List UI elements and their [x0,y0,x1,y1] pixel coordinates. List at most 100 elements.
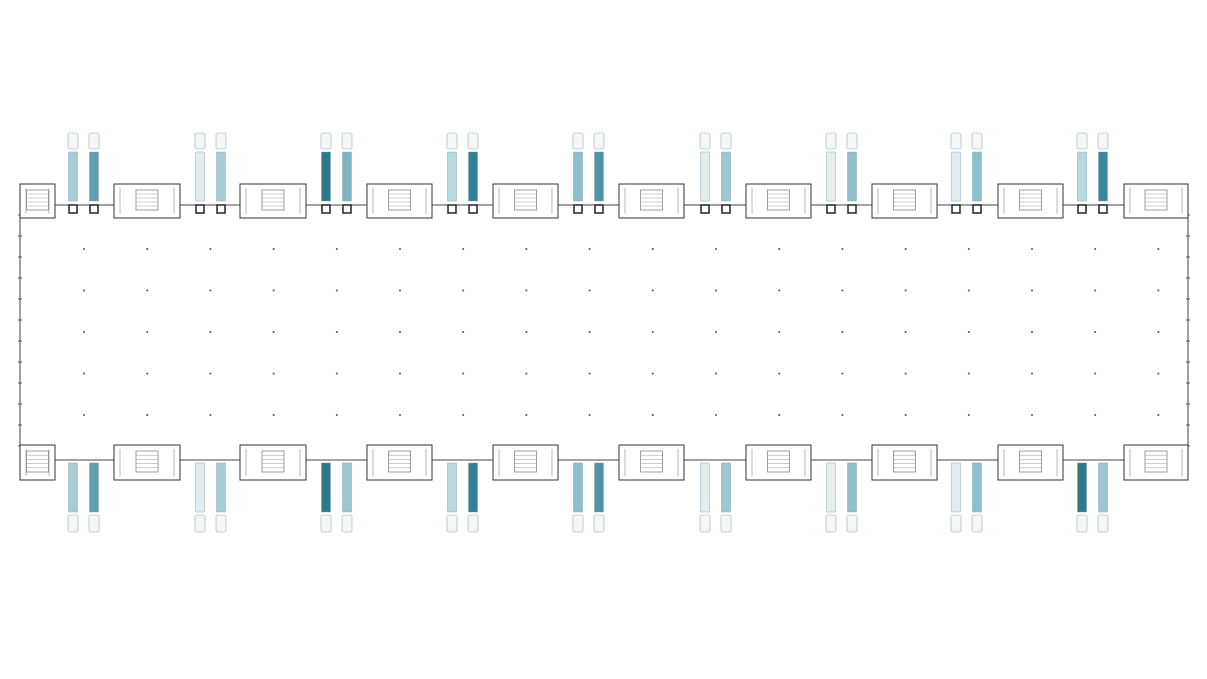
truck-cab [572,132,584,150]
column-dot [715,248,717,250]
column-dot [525,248,528,250]
column-dot [1157,331,1160,333]
core-block [871,444,938,481]
column-dot [651,372,654,375]
column-dot [1094,372,1097,375]
column-dot [715,331,717,333]
truck-cab [846,132,858,150]
truck-trailer [447,151,457,202]
stair [514,189,537,211]
column-dot [967,331,970,333]
column-dot [272,414,275,416]
dock-door [1077,204,1087,214]
column-dot [462,372,465,375]
truck-cab [467,514,479,533]
truck-trailer [195,151,205,202]
column-dot [1031,289,1033,292]
column-dot [651,414,654,416]
truck-trailer [321,151,331,202]
truck-cab [950,132,962,150]
hall-outline [19,204,1189,461]
stair [640,189,663,211]
stair [261,450,285,473]
stair [1019,450,1042,473]
column-dot [146,414,149,416]
truck-trailer [468,151,478,202]
stair [514,450,537,473]
column-dot [209,248,212,250]
column-dot [967,372,970,375]
column-dot [904,372,907,375]
truck-trailer [721,151,731,202]
column-dot [146,372,149,375]
column-dot [1157,248,1160,250]
column-dot [335,331,338,333]
column-dot [1094,289,1097,292]
truck-cab [825,132,837,150]
truck-cab [1076,514,1088,533]
column-dot [209,331,212,333]
column-dot [399,372,401,375]
truck-trailer [342,462,352,513]
truck-trailer [847,462,857,513]
truck-cab [699,132,711,150]
column-dot [841,331,844,333]
core-block [492,444,559,481]
core-block [1123,183,1189,219]
column-dot [83,414,85,416]
column-dot [1031,372,1033,375]
truck-cab [88,132,100,150]
truck-cab [88,514,100,533]
truck-cab [320,514,332,533]
column-dot [651,331,654,333]
stair [767,450,790,473]
dock-door [573,204,583,214]
column-dot [399,331,401,333]
column-dot [967,289,970,292]
column-dot [1031,331,1033,333]
core-block [366,444,433,481]
column-dot [967,414,970,416]
truck-trailer [89,462,99,513]
stair [135,189,159,211]
dock-door [826,204,836,214]
column-dot [588,248,591,250]
core-block [618,183,685,219]
column-dot [399,248,401,250]
core-block [366,183,433,219]
truck-trailer [573,151,583,202]
truck-cab [194,132,206,150]
truck-cab [846,514,858,533]
column-dot [778,289,781,292]
column-dot [525,289,528,292]
truck-trailer [216,462,226,513]
column-dot [1157,289,1160,292]
truck-trailer [972,151,982,202]
truck-cab [1097,514,1109,533]
truck-cab [194,514,206,533]
core-block [997,444,1064,481]
column-dot [841,372,844,375]
column-dot [778,248,781,250]
column-dot [588,331,591,333]
column-dot [715,289,717,292]
column-dot [1094,414,1097,416]
truck-cab [446,514,458,533]
column-dot [335,372,338,375]
core-block [745,183,812,219]
column-dot [83,372,85,375]
column-dot [462,248,465,250]
truck-trailer [216,151,226,202]
column-dot [1157,372,1160,375]
column-dot [904,331,907,333]
column-dot [146,248,149,250]
core-block [19,444,56,481]
column-dot [525,331,528,333]
core-block [1123,444,1189,481]
column-dot [146,331,149,333]
column-dot [588,414,591,416]
dock-door [594,204,604,214]
truck-cab [720,514,732,533]
truck-trailer [68,462,78,513]
column-dot [209,372,212,375]
